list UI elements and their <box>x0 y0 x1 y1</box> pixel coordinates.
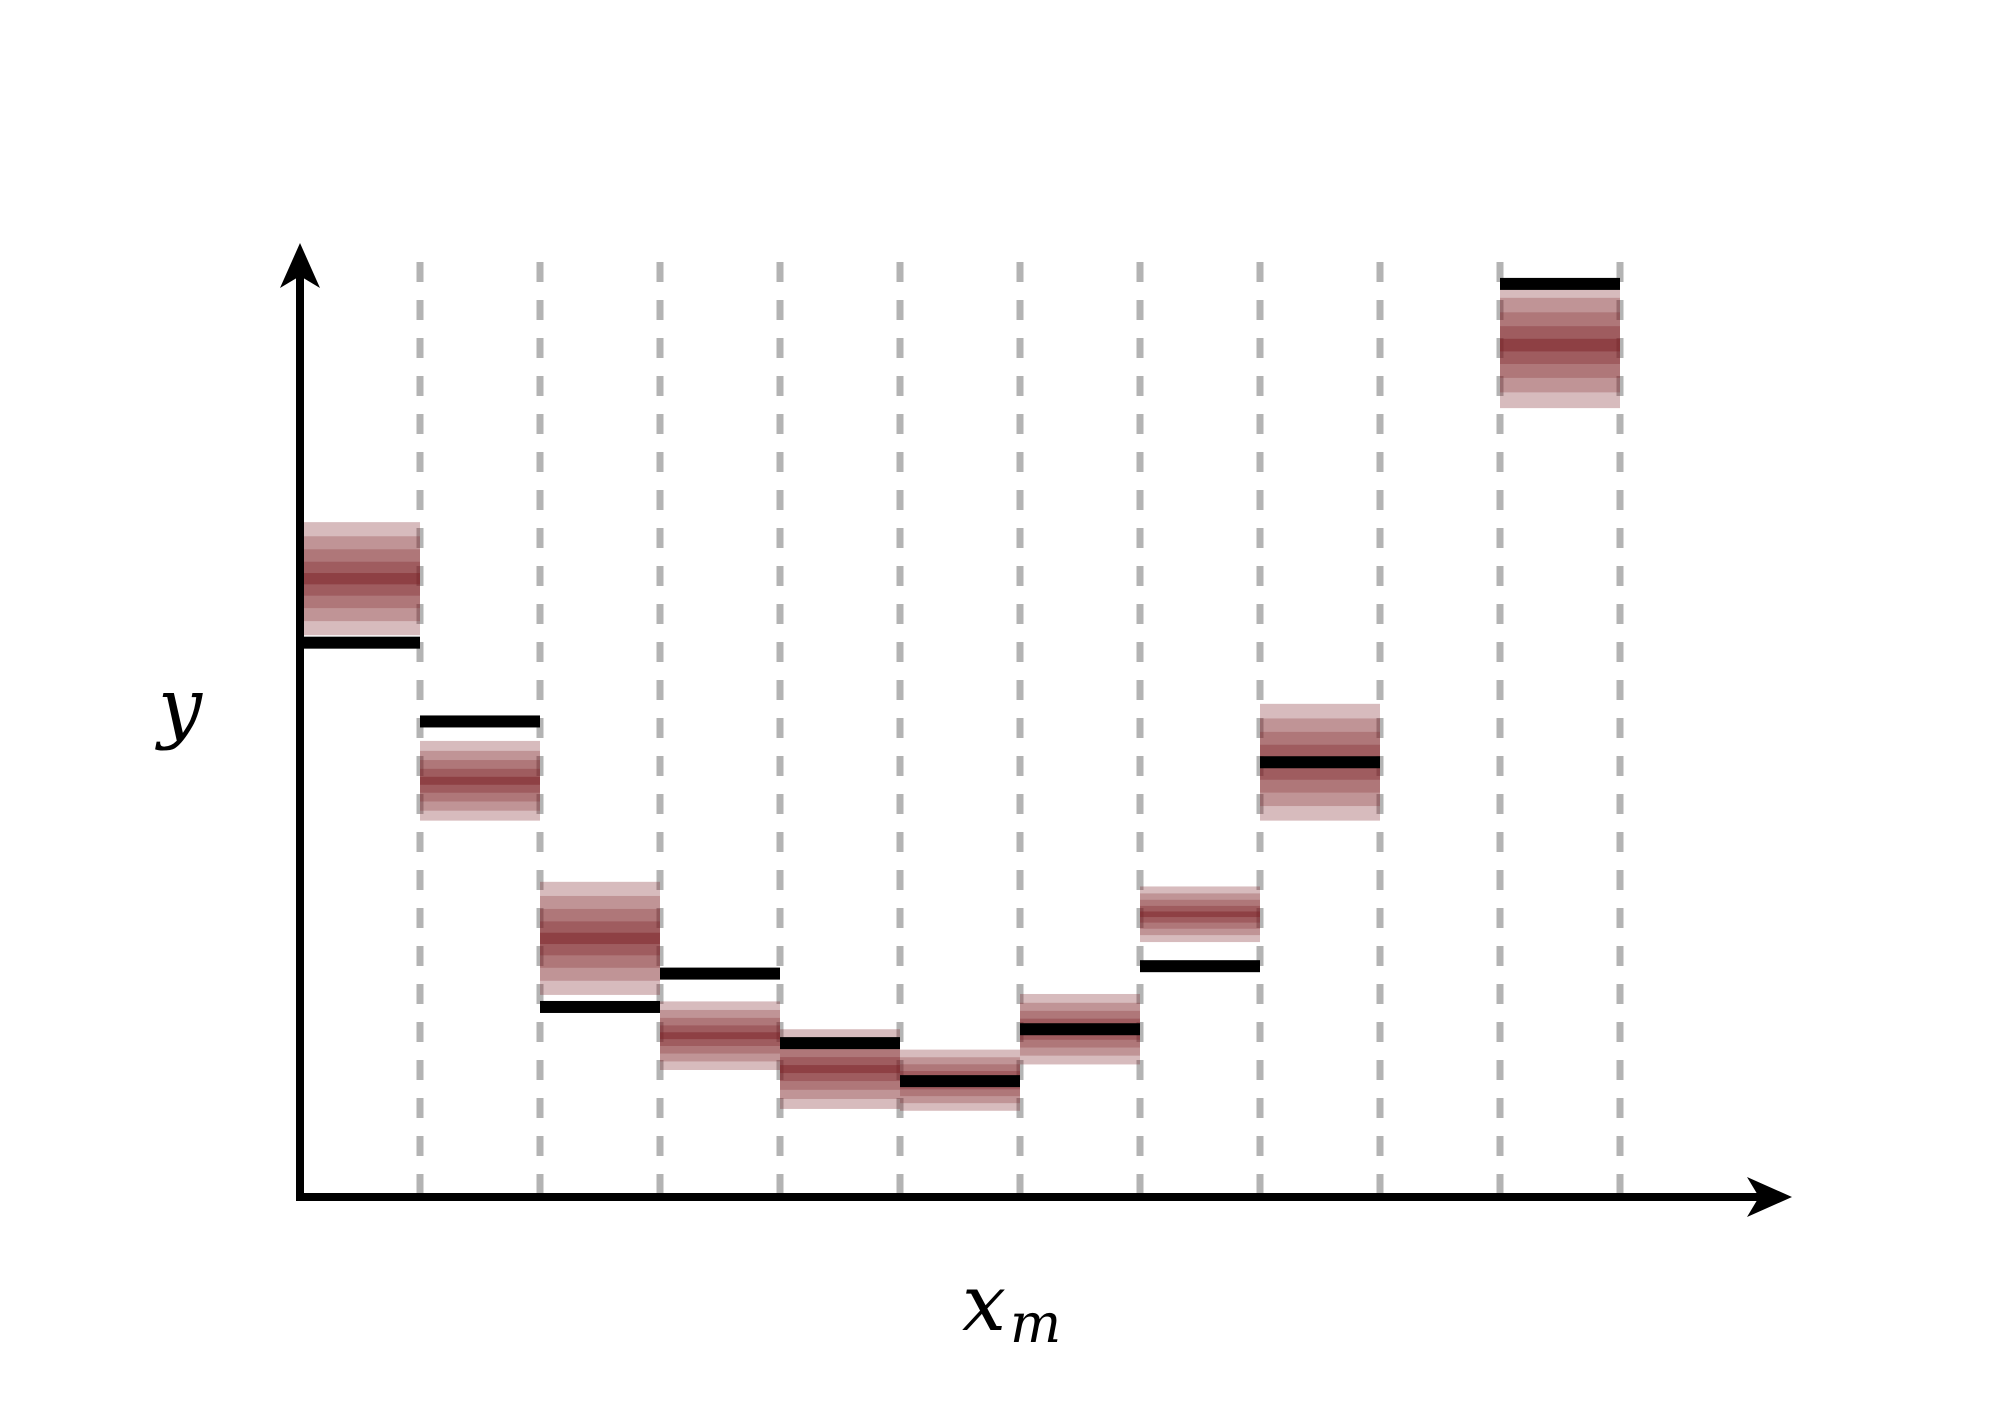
prediction-band-layer-4 <box>1500 326 1620 364</box>
prediction-band-layer-5 <box>1500 338 1620 352</box>
prediction-band-layer-2 <box>300 536 420 622</box>
bin-5 <box>780 1029 900 1109</box>
x-axis-label: xm <box>962 1259 1061 1355</box>
prediction-band-layer-2 <box>1500 297 1620 393</box>
prediction-band-layer-3 <box>1500 312 1620 378</box>
prediction-band-layer-1 <box>1500 282 1620 409</box>
x-axis-label-subscript: m <box>1010 1292 1061 1355</box>
prediction-band-layer-3 <box>300 549 420 609</box>
bin-8 <box>1140 886 1260 973</box>
prediction-band-layer-2 <box>540 895 660 981</box>
prediction-band-layer-5 <box>540 932 660 945</box>
reference-bar <box>1020 1023 1140 1036</box>
prediction-band-layer-4 <box>780 1057 900 1082</box>
prediction-band-layer-2 <box>420 750 540 811</box>
bin-2 <box>420 715 540 821</box>
prediction-band-layer-1 <box>1140 886 1260 943</box>
prediction-band-layer-4 <box>420 768 540 793</box>
bin-1 <box>300 522 420 649</box>
prediction-band-layer-2 <box>780 1039 900 1099</box>
prediction-band-layer-3 <box>660 1017 780 1054</box>
prediction-band-layer-5 <box>420 776 540 785</box>
prediction-band-layer-3 <box>420 760 540 802</box>
bin-7 <box>1020 993 1140 1065</box>
bin-11 <box>1500 277 1620 409</box>
bin-9 <box>1260 703 1380 821</box>
prediction-band-layer-4 <box>1140 905 1260 923</box>
prediction-band-layer-5 <box>660 1032 780 1040</box>
prediction-band-layer-5 <box>1140 911 1260 918</box>
prediction-band-layer-4 <box>660 1025 780 1046</box>
bin-3 <box>540 881 660 1013</box>
prediction-band-layer-4 <box>540 921 660 956</box>
prediction-band-layer-2 <box>1140 893 1260 936</box>
prediction-band-layer-3 <box>1140 899 1260 929</box>
x-axis-arrowhead <box>1747 1177 1792 1217</box>
y-axis-label: y <box>155 662 203 752</box>
y-axis-arrowhead <box>280 243 320 288</box>
x-axis-label-main: x <box>962 1259 1006 1349</box>
prediction-band-layer-1 <box>300 522 420 636</box>
bin-4 <box>660 967 780 1071</box>
prediction-band-layer-1 <box>540 881 660 995</box>
bin-6 <box>900 1049 1020 1111</box>
reference-bar <box>300 636 420 649</box>
prediction-band-layer-1 <box>660 1001 780 1071</box>
prediction-band-layer-2 <box>660 1009 780 1062</box>
reference-bar <box>1500 277 1620 290</box>
reference-bar <box>1140 960 1260 973</box>
reference-bar <box>420 715 540 728</box>
prediction-band-layer-5 <box>300 573 420 585</box>
reference-bar <box>1260 756 1380 769</box>
reference-bar <box>660 967 780 980</box>
axes <box>280 243 1792 1217</box>
reference-bar <box>900 1075 1020 1088</box>
prediction-band-layer-3 <box>780 1048 900 1090</box>
prediction-band-layer-5 <box>780 1065 900 1074</box>
prediction-band-layer-3 <box>540 908 660 968</box>
reference-bar <box>780 1037 900 1050</box>
prediction-band-layer-4 <box>300 561 420 596</box>
histogram-bins <box>300 277 1620 1111</box>
bin-edge-gridlines <box>416 262 1624 1193</box>
prediction-band-layer-1 <box>420 740 540 821</box>
reference-bar <box>540 1000 660 1013</box>
